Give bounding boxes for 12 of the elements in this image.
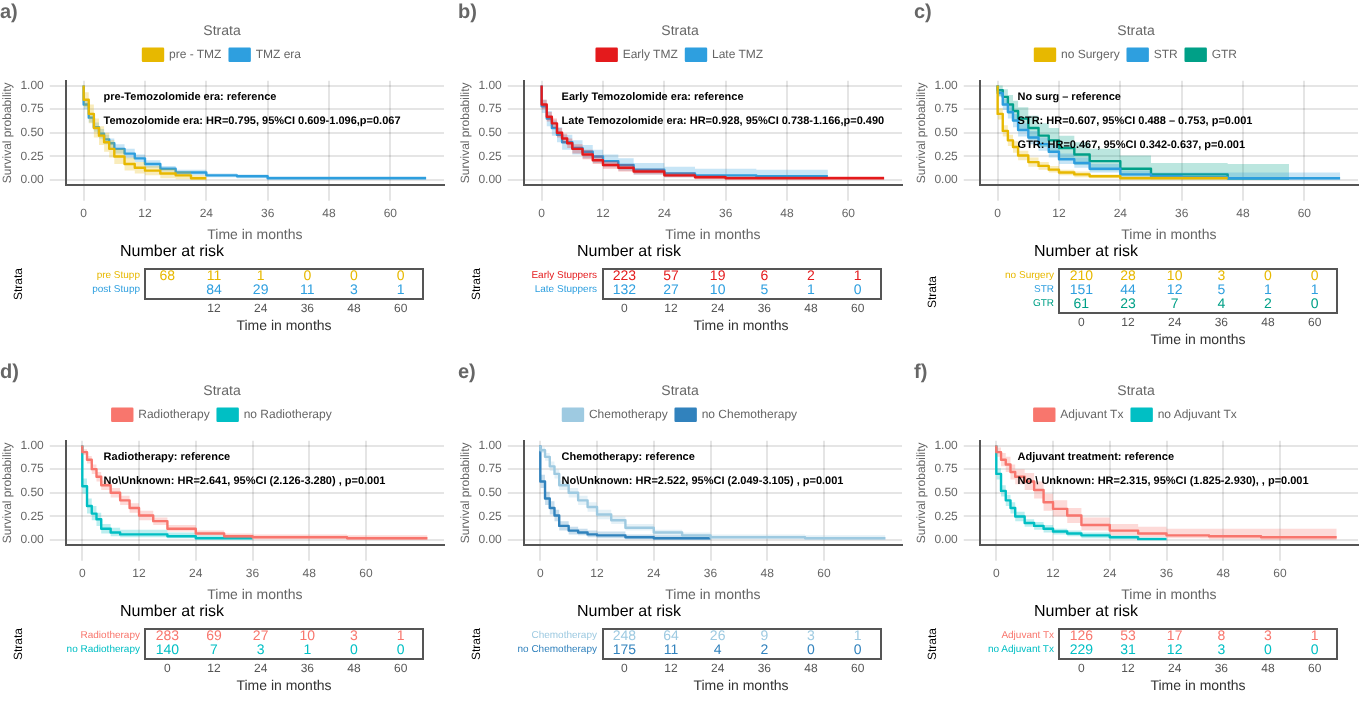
chart-title: c) bbox=[914, 1, 932, 24]
chart-title: f) bbox=[914, 361, 928, 384]
chart-title: Number at risk bbox=[1034, 242, 1139, 260]
chart-title: e) bbox=[457, 361, 475, 384]
chart-title: Number at risk bbox=[577, 602, 682, 620]
chart-title: Number at risk bbox=[120, 242, 225, 260]
chart-title: a) bbox=[0, 1, 18, 24]
chart-title: Number at risk bbox=[120, 602, 225, 620]
chart-title: Number at risk bbox=[1034, 602, 1139, 620]
chart-title: d) bbox=[0, 361, 19, 384]
chart-title: Number at risk bbox=[577, 242, 682, 260]
chart-title: b) bbox=[457, 1, 476, 24]
